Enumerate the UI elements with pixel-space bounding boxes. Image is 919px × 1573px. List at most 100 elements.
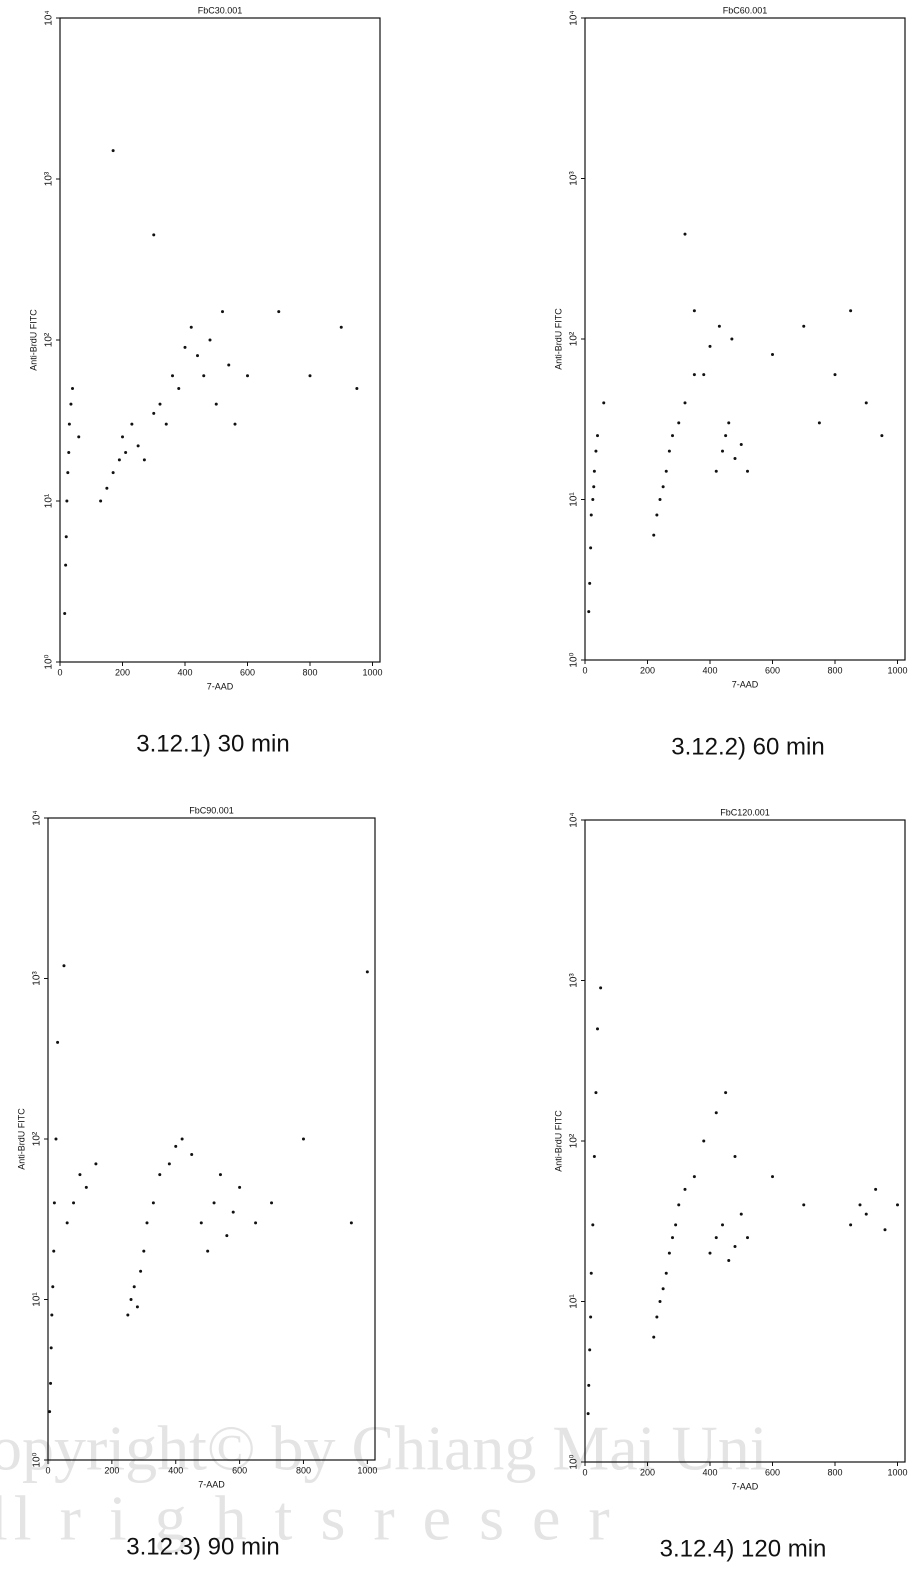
point bbox=[189, 325, 193, 329]
point bbox=[111, 471, 115, 475]
point bbox=[308, 374, 312, 378]
point bbox=[164, 422, 168, 426]
point bbox=[717, 324, 721, 328]
y-tick-label: 10¹ bbox=[569, 492, 580, 507]
point bbox=[864, 1212, 868, 1216]
point bbox=[94, 1162, 98, 1166]
x-tick-label: 800 bbox=[296, 1465, 311, 1475]
point bbox=[664, 1271, 668, 1275]
x-tick-label: 400 bbox=[702, 665, 717, 675]
chart-title: FbC120.001 bbox=[720, 807, 770, 817]
point bbox=[733, 457, 737, 461]
point bbox=[49, 1346, 53, 1350]
point bbox=[196, 354, 199, 358]
point bbox=[190, 1153, 194, 1157]
x-axis-label: 7-AAD bbox=[732, 1481, 759, 1491]
point bbox=[730, 337, 734, 341]
point bbox=[880, 434, 884, 438]
point bbox=[667, 1251, 671, 1255]
y-tick-label: 10⁴ bbox=[44, 10, 55, 25]
point bbox=[64, 563, 68, 567]
point bbox=[661, 485, 665, 489]
point bbox=[896, 1203, 899, 1207]
y-tick-label: 10⁴ bbox=[32, 810, 43, 825]
point bbox=[171, 374, 174, 378]
point bbox=[349, 1221, 353, 1225]
point bbox=[66, 471, 70, 475]
x-tick-label: 1000 bbox=[887, 665, 907, 675]
point bbox=[277, 310, 281, 314]
point bbox=[683, 1187, 687, 1191]
x-tick-label: 200 bbox=[640, 1467, 655, 1477]
point bbox=[145, 1221, 149, 1225]
point bbox=[218, 1173, 222, 1177]
point bbox=[661, 1287, 665, 1291]
point bbox=[151, 1201, 155, 1205]
y-axis-label: Anti-BrdU FITC bbox=[553, 1110, 563, 1172]
point bbox=[365, 970, 369, 974]
y-tick-label: 10² bbox=[569, 331, 580, 346]
point bbox=[849, 1223, 853, 1227]
point bbox=[864, 401, 868, 405]
point bbox=[152, 411, 156, 415]
point bbox=[78, 1173, 82, 1177]
point bbox=[158, 402, 162, 406]
point bbox=[664, 469, 668, 473]
point bbox=[132, 1285, 136, 1289]
x-axis-label: 7-AAD bbox=[732, 679, 759, 689]
x-tick-label: 0 bbox=[582, 665, 587, 675]
point bbox=[714, 469, 718, 473]
point bbox=[655, 513, 659, 517]
x-tick-label: 400 bbox=[168, 1465, 183, 1475]
x-tick-label: 600 bbox=[232, 1465, 247, 1475]
point bbox=[105, 486, 109, 490]
x-tick-label: 600 bbox=[240, 667, 255, 677]
point bbox=[592, 485, 596, 489]
point bbox=[126, 1313, 130, 1317]
x-tick-label: 200 bbox=[115, 667, 130, 677]
point bbox=[692, 373, 696, 377]
point bbox=[599, 986, 603, 990]
point bbox=[65, 499, 69, 503]
watermark: opyright© by Chiang Mai Uni bbox=[0, 1413, 767, 1484]
y-tick-label: 10³ bbox=[44, 171, 55, 186]
point bbox=[301, 1137, 305, 1141]
y-tick-label: 10⁴ bbox=[569, 812, 580, 827]
point bbox=[121, 435, 124, 439]
point bbox=[587, 610, 591, 614]
point bbox=[136, 444, 140, 448]
x-tick-label: 800 bbox=[827, 665, 842, 675]
y-tick-label: 10⁰ bbox=[32, 1452, 43, 1467]
y-tick-label: 10¹ bbox=[44, 493, 55, 508]
point bbox=[802, 324, 806, 328]
point bbox=[63, 612, 67, 616]
point bbox=[739, 1212, 743, 1216]
point bbox=[596, 434, 599, 438]
point bbox=[724, 434, 728, 438]
point bbox=[51, 1285, 55, 1289]
point bbox=[180, 1137, 184, 1141]
x-tick-label: 800 bbox=[302, 667, 317, 677]
point bbox=[183, 345, 187, 349]
point bbox=[135, 1305, 139, 1309]
point bbox=[602, 401, 606, 405]
x-tick-label: 0 bbox=[57, 667, 62, 677]
y-axis-label: Anti-BrdU FITC bbox=[28, 309, 38, 371]
point bbox=[589, 1271, 593, 1275]
point bbox=[48, 1410, 52, 1414]
point bbox=[592, 1155, 596, 1159]
point bbox=[733, 1245, 737, 1249]
y-tick-label: 10³ bbox=[569, 171, 580, 186]
point bbox=[52, 1249, 56, 1253]
y-tick-label: 10³ bbox=[32, 971, 43, 986]
y-tick-label: 10² bbox=[44, 332, 55, 347]
y-tick-label: 10⁰ bbox=[569, 652, 580, 667]
x-tick-label: 400 bbox=[702, 1467, 717, 1477]
caption: 3.12.1) 30 min bbox=[136, 730, 289, 757]
point bbox=[883, 1228, 887, 1232]
point bbox=[139, 1269, 143, 1273]
point bbox=[54, 1137, 58, 1141]
point bbox=[658, 498, 662, 501]
point bbox=[177, 386, 181, 390]
